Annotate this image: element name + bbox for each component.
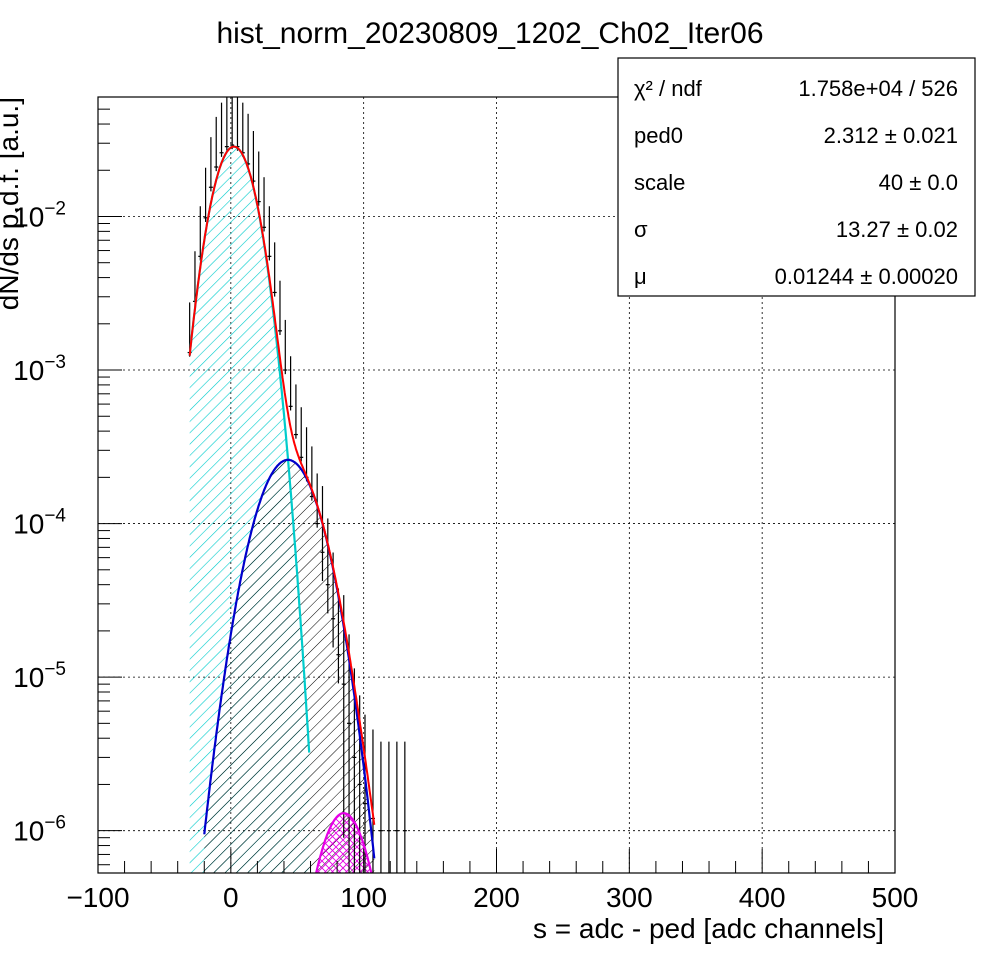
data-point — [315, 473, 320, 528]
y-tick-label: 10−6 — [13, 813, 66, 847]
second-peak-fit-curve — [315, 812, 373, 873]
data-point — [235, 97, 240, 151]
data-point — [267, 206, 272, 261]
data-point — [325, 518, 330, 614]
total-fit-curve — [188, 145, 376, 825]
data-point — [277, 280, 282, 335]
x-tick-label: 500 — [872, 882, 919, 913]
data-point — [272, 242, 277, 297]
data-point — [203, 167, 208, 222]
x-tick-label: 0 — [223, 882, 239, 913]
data-point — [251, 130, 256, 186]
data-point — [394, 741, 399, 873]
data-point — [336, 588, 341, 684]
data-point — [262, 177, 267, 232]
data-points-group — [187, 97, 407, 873]
data-point — [283, 319, 288, 375]
data-point — [246, 113, 251, 169]
x-tick-label: 400 — [739, 882, 786, 913]
data-point — [224, 97, 229, 151]
y-axis-label: dN/ds p.d.f. [a.u.] — [0, 97, 24, 310]
stat-label: σ — [634, 217, 648, 242]
x-axis-label: s = adc - ped [adc channels] — [533, 913, 884, 944]
data-point — [293, 384, 298, 439]
stat-value: 40 ± 0.0 — [879, 170, 958, 195]
stats-box-frame — [617, 57, 976, 297]
data-point — [402, 741, 407, 873]
y-tick-label: 10−5 — [13, 659, 66, 693]
second-peak-fill-area — [306, 813, 381, 873]
data-point — [341, 595, 346, 838]
stat-label: χ² / ndf — [634, 76, 703, 101]
plot-area — [187, 97, 407, 873]
data-point — [208, 137, 213, 192]
data-point — [256, 151, 261, 206]
stat-label: scale — [634, 170, 685, 195]
data-point — [386, 741, 391, 873]
fit-statistics-box: χ² / ndf 1.758e+04 / 526 ped0 2.312 ± 0.021… — [617, 57, 976, 297]
stat-value: 1.758e+04 / 526 — [798, 76, 958, 101]
data-point — [214, 116, 219, 172]
data-point — [347, 634, 352, 873]
chart-title: hist_norm_20230809_1202_Ch02_Iter06 — [216, 17, 763, 50]
y-tick-label: 10−3 — [13, 352, 66, 386]
y-tick-label: 10−4 — [13, 506, 66, 540]
data-point — [299, 407, 304, 462]
data-point — [240, 102, 245, 157]
stat-value: 2.312 ± 0.021 — [824, 123, 958, 148]
y-axis-ticks: 10−6 10−5 10−4 10−3 10−2 — [13, 96, 122, 866]
data-point — [288, 356, 293, 411]
x-tick-label: 100 — [340, 882, 387, 913]
stat-label: ped0 — [634, 123, 683, 148]
data-point — [320, 486, 325, 582]
stat-value: 13.27 ± 0.02 — [836, 217, 958, 242]
stat-label: μ — [634, 264, 647, 289]
stat-value: 0.01244 ± 0.00020 — [775, 264, 958, 289]
y-tick-label: 10−2 — [13, 198, 66, 232]
x-axis-ticks: −100 0 100 200 300 400 500 — [66, 849, 918, 913]
x-tick-label: 200 — [473, 882, 520, 913]
x-tick-label: 300 — [606, 882, 653, 913]
data-point — [378, 741, 383, 873]
data-point — [230, 97, 235, 150]
x-tick-label: −100 — [66, 882, 129, 913]
data-point — [219, 102, 224, 157]
